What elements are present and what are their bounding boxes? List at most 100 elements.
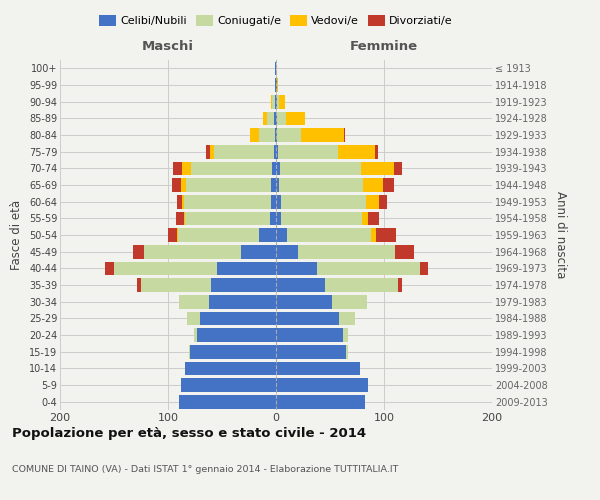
Bar [187, 312, 200, 325]
Bar [361, 162, 394, 175]
Bar [209, 295, 276, 308]
Bar [281, 212, 362, 225]
Bar [206, 145, 210, 158]
Bar [272, 95, 275, 108]
Bar [276, 228, 287, 242]
Bar [185, 362, 276, 375]
Bar [241, 245, 276, 258]
Bar [184, 195, 271, 208]
Bar [276, 128, 277, 142]
Bar [276, 212, 281, 225]
Bar [276, 345, 346, 358]
Bar [181, 178, 187, 192]
Bar [398, 278, 403, 292]
Bar [275, 95, 276, 108]
Bar [346, 345, 349, 358]
Bar [275, 78, 276, 92]
Bar [114, 262, 217, 275]
Bar [173, 162, 182, 175]
Y-axis label: Anni di nascita: Anni di nascita [554, 192, 567, 278]
Bar [276, 145, 278, 158]
Bar [317, 262, 419, 275]
Bar [269, 212, 276, 225]
Bar [184, 212, 185, 225]
Bar [210, 145, 214, 158]
Bar [278, 145, 338, 158]
Bar [277, 78, 278, 92]
Bar [281, 195, 365, 208]
Bar [191, 162, 272, 175]
Text: Popolazione per età, sesso e stato civile - 2014: Popolazione per età, sesso e stato civil… [12, 428, 366, 440]
Bar [194, 328, 197, 342]
Bar [395, 245, 414, 258]
Bar [338, 145, 376, 158]
Bar [279, 178, 364, 192]
Bar [185, 212, 269, 225]
Bar [383, 178, 394, 192]
Bar [271, 95, 272, 108]
Bar [279, 95, 284, 108]
Bar [144, 245, 241, 258]
Bar [301, 128, 344, 142]
Bar [268, 112, 274, 125]
Bar [325, 278, 398, 292]
Bar [187, 178, 271, 192]
Bar [259, 228, 276, 242]
Bar [106, 262, 114, 275]
Bar [179, 395, 276, 408]
Bar [394, 162, 403, 175]
Bar [376, 145, 377, 158]
Legend: Celibi/Nubili, Coniugati/e, Vedovi/e, Divorziati/e: Celibi/Nubili, Coniugati/e, Vedovi/e, Di… [95, 10, 457, 31]
Text: Maschi: Maschi [142, 40, 194, 54]
Bar [364, 178, 383, 192]
Bar [137, 278, 141, 292]
Bar [178, 228, 259, 242]
Bar [181, 378, 276, 392]
Bar [271, 178, 276, 192]
Bar [259, 128, 275, 142]
Bar [362, 212, 368, 225]
Bar [276, 78, 277, 92]
Bar [371, 228, 376, 242]
Bar [276, 95, 277, 108]
Bar [182, 195, 184, 208]
Bar [176, 228, 178, 242]
Bar [368, 212, 379, 225]
Bar [276, 378, 368, 392]
Bar [176, 212, 184, 225]
Bar [176, 195, 182, 208]
Bar [344, 128, 345, 142]
Bar [272, 162, 276, 175]
Bar [211, 278, 276, 292]
Bar [365, 195, 379, 208]
Bar [276, 278, 325, 292]
Bar [287, 228, 371, 242]
Bar [298, 245, 395, 258]
Bar [250, 128, 259, 142]
Bar [179, 295, 209, 308]
Bar [141, 278, 211, 292]
Bar [276, 195, 281, 208]
Bar [188, 345, 190, 358]
Bar [274, 145, 276, 158]
Text: COMUNE DI TAINO (VA) - Dati ISTAT 1° gennaio 2014 - Elaborazione TUTTITALIA.IT: COMUNE DI TAINO (VA) - Dati ISTAT 1° gen… [12, 466, 398, 474]
Bar [338, 312, 355, 325]
Bar [343, 328, 349, 342]
Bar [276, 112, 277, 125]
Bar [190, 345, 276, 358]
Bar [276, 245, 298, 258]
Bar [376, 228, 396, 242]
Bar [275, 128, 276, 142]
Bar [168, 228, 176, 242]
Bar [263, 112, 268, 125]
Y-axis label: Fasce di età: Fasce di età [10, 200, 23, 270]
Bar [277, 95, 279, 108]
Bar [275, 62, 276, 75]
Bar [276, 312, 338, 325]
Bar [276, 362, 360, 375]
Bar [286, 112, 305, 125]
Bar [280, 162, 361, 175]
Bar [276, 178, 279, 192]
Bar [200, 312, 276, 325]
Text: Femmine: Femmine [350, 40, 418, 54]
